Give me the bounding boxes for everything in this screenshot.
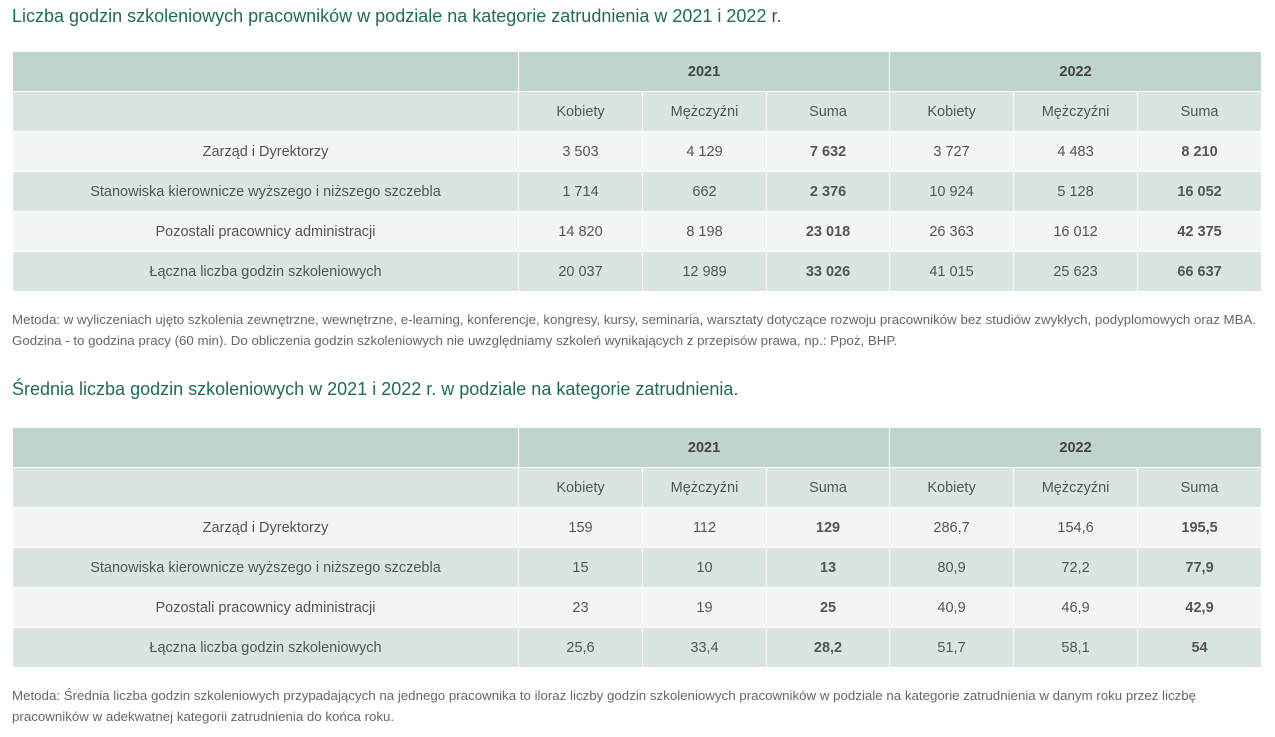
table-cell: 58,1 — [1013, 627, 1139, 668]
table-cell: 25,6 — [518, 627, 643, 668]
column-header: Suma — [1137, 91, 1263, 132]
sum-cell: 77,9 — [1137, 547, 1263, 588]
table-cell: 40,9 — [889, 587, 1015, 628]
table-title: Średnia liczba godzin szkoleniowych w 20… — [12, 379, 739, 399]
table-cell: 8 198 — [642, 211, 767, 252]
row-label: Łączna liczba godzin szkoleniowych — [12, 627, 519, 668]
column-header: Mężczyźni — [1013, 467, 1139, 508]
sum-cell: 129 — [765, 507, 891, 548]
column-header: Kobiety — [889, 91, 1015, 132]
table-cell: 12 989 — [642, 251, 767, 292]
column-header: Kobiety — [518, 467, 643, 508]
column-header: Suma — [765, 91, 891, 132]
average-training-hours-table: 2021 2022 Kobiety Mężczyźni Suma Kobiety… — [12, 428, 1263, 668]
table-cell: 10 924 — [889, 171, 1015, 212]
table-cell: 72,2 — [1013, 547, 1139, 588]
table-cell: 25 623 — [1013, 251, 1139, 292]
column-header: Mężczyźni — [642, 91, 767, 132]
table-cell: 4 483 — [1013, 131, 1139, 172]
row-label: Łączna liczba godzin szkoleniowych — [12, 251, 519, 292]
table-cell: 19 — [642, 587, 767, 628]
empty-header-cell — [12, 52, 519, 92]
sum-cell: 23 018 — [765, 211, 891, 252]
year-header: 2022 — [889, 428, 1263, 468]
row-label: Zarząd i Dyrektorzy — [12, 131, 519, 172]
sum-cell: 2 376 — [765, 171, 891, 212]
table-row: Zarząd i Dyrektorzy 3 503 4 129 7 632 3 … — [12, 131, 1263, 172]
table-cell: 5 128 — [1013, 171, 1139, 212]
table-cell: 51,7 — [889, 627, 1015, 668]
table-cell: 112 — [642, 507, 767, 548]
sum-cell: 195,5 — [1137, 507, 1263, 548]
sum-cell: 8 210 — [1137, 131, 1263, 172]
sum-cell: 42,9 — [1137, 587, 1263, 628]
sum-cell: 16 052 — [1137, 171, 1263, 212]
table-cell: 26 363 — [889, 211, 1015, 252]
empty-header-cell — [12, 467, 519, 508]
sum-cell: 54 — [1137, 627, 1263, 668]
row-label: Pozostali pracownicy administracji — [12, 211, 519, 252]
column-header: Kobiety — [518, 91, 643, 132]
column-header: Suma — [765, 467, 891, 508]
table-cell: 16 012 — [1013, 211, 1139, 252]
sum-cell: 42 375 — [1137, 211, 1263, 252]
table-row: Stanowiska kierownicze wyższego i niższe… — [12, 547, 1263, 588]
table-cell: 41 015 — [889, 251, 1015, 292]
method-note: Metoda: Średnia liczba godzin szkoleniow… — [12, 688, 1197, 724]
sum-cell: 28,2 — [765, 627, 891, 668]
empty-header-cell — [12, 91, 519, 132]
table-cell: 662 — [642, 171, 767, 212]
table-title: Liczba godzin szkoleniowych pracowników … — [12, 6, 782, 26]
column-header-row: Kobiety Mężczyźni Suma Kobiety Mężczyźni… — [12, 91, 1263, 132]
year-header: 2022 — [889, 52, 1263, 92]
table-row: Pozostali pracownicy administracji 23 19… — [12, 587, 1263, 628]
year-header: 2021 — [517, 428, 891, 468]
column-header-row: Kobiety Mężczyźni Suma Kobiety Mężczyźni… — [12, 467, 1263, 508]
year-header: 2021 — [517, 52, 891, 92]
table-cell: 3 503 — [518, 131, 643, 172]
table-cell: 3 727 — [889, 131, 1015, 172]
training-hours-table: 2021 2022 Kobiety Mężczyźni Suma Kobiety… — [12, 52, 1263, 292]
table-cell: 14 820 — [518, 211, 643, 252]
table-cell: 15 — [518, 547, 643, 588]
sum-cell: 25 — [765, 587, 891, 628]
sum-cell: 33 026 — [765, 251, 891, 292]
table-cell: 23 — [518, 587, 643, 628]
table-row: Zarząd i Dyrektorzy 159 112 129 286,7 15… — [12, 507, 1263, 548]
table-row: Stanowiska kierownicze wyższego i niższe… — [12, 171, 1263, 212]
table-cell: 154,6 — [1013, 507, 1139, 548]
row-label: Pozostali pracownicy administracji — [12, 587, 519, 628]
table-row: Łączna liczba godzin szkoleniowych 25,6 … — [12, 627, 1263, 668]
row-label: Zarząd i Dyrektorzy — [12, 507, 519, 548]
table-cell: 80,9 — [889, 547, 1015, 588]
sum-cell: 7 632 — [765, 131, 891, 172]
table-cell: 20 037 — [518, 251, 643, 292]
sum-cell: 66 637 — [1137, 251, 1263, 292]
table-cell: 286,7 — [889, 507, 1015, 548]
table-cell: 159 — [518, 507, 643, 548]
table-cell: 46,9 — [1013, 587, 1139, 628]
method-note: Metoda: w wyliczeniach ujęto szkolenia z… — [12, 312, 1257, 348]
table-cell: 4 129 — [642, 131, 767, 172]
header-row: 2021 2022 — [12, 52, 1263, 92]
table-cell: 10 — [642, 547, 767, 588]
column-header: Mężczyźni — [642, 467, 767, 508]
column-header: Kobiety — [889, 467, 1015, 508]
table-cell: 33,4 — [642, 627, 767, 668]
sum-cell: 13 — [765, 547, 891, 588]
row-label: Stanowiska kierownicze wyższego i niższe… — [12, 547, 519, 588]
table-row: Łączna liczba godzin szkoleniowych 20 03… — [12, 251, 1263, 292]
row-label: Stanowiska kierownicze wyższego i niższe… — [12, 171, 519, 212]
empty-header-cell — [12, 428, 519, 468]
column-header: Mężczyźni — [1013, 91, 1139, 132]
column-header: Suma — [1137, 467, 1263, 508]
table-row: Pozostali pracownicy administracji 14 82… — [12, 211, 1263, 252]
table-cell: 1 714 — [518, 171, 643, 212]
header-row: 2021 2022 — [12, 428, 1263, 468]
